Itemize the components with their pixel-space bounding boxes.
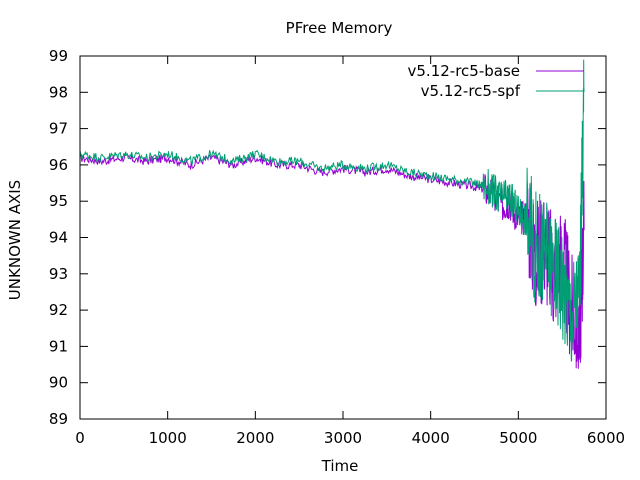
series-line-spf <box>79 59 585 362</box>
y-tick-label: 98 <box>49 83 68 101</box>
y-tick-label: 99 <box>49 47 68 65</box>
x-tick-label: 3000 <box>324 429 362 447</box>
legend: v5.12-rc5-base v5.12-rc5-spf <box>408 62 584 100</box>
y-tick-label: 92 <box>49 301 68 319</box>
series-line-base <box>79 153 585 369</box>
y-tick-label: 95 <box>49 192 68 210</box>
x-axis-title: Time <box>321 457 359 475</box>
x-tick-label: 6000 <box>587 429 625 447</box>
legend-label: v5.12-rc5-base <box>408 62 521 80</box>
y-tick-label: 94 <box>49 229 68 247</box>
chart-title: PFree Memory <box>286 19 393 37</box>
series-layer <box>79 59 585 369</box>
x-axis: 0 1000 2000 3000 4000 5000 6000 <box>75 56 625 447</box>
x-tick-label: 1000 <box>149 429 187 447</box>
y-tick-label: 93 <box>49 265 68 283</box>
y-tick-label: 91 <box>49 337 68 355</box>
x-tick-label: 2000 <box>236 429 274 447</box>
y-tick-label: 96 <box>49 156 68 174</box>
plot-frame <box>79 55 607 420</box>
y-tick-label: 90 <box>49 374 68 392</box>
y-axis: 89 90 91 92 93 94 95 96 97 98 99 <box>49 47 606 428</box>
x-tick-label: 5000 <box>499 429 537 447</box>
y-axis-title: UNKNOWN AXIS <box>6 180 24 300</box>
legend-label: v5.12-rc5-spf <box>421 82 521 100</box>
y-tick-label: 89 <box>49 410 68 428</box>
y-tick-label: 97 <box>49 120 68 138</box>
x-tick-label: 0 <box>75 429 85 447</box>
x-tick-label: 4000 <box>412 429 450 447</box>
